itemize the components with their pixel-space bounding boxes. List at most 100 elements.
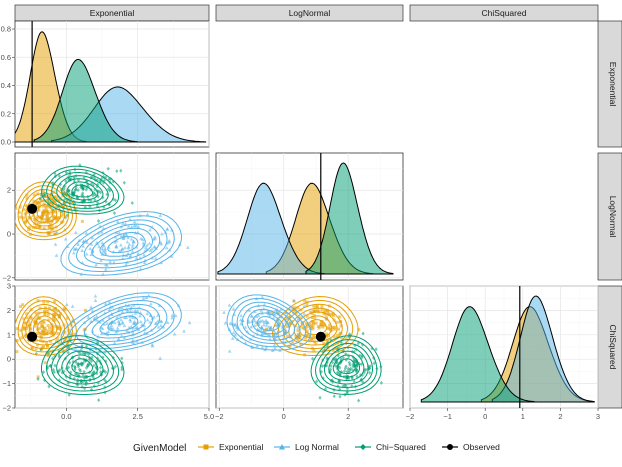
point-exponential <box>285 325 289 329</box>
density-layer <box>420 295 595 403</box>
point-exponential <box>62 338 66 342</box>
point-exponential <box>46 323 50 327</box>
contour-log-normal <box>236 301 301 345</box>
point-chi-squared <box>311 356 315 361</box>
point-log-normal <box>148 227 152 232</box>
point-exponential <box>291 341 295 345</box>
point-log-normal <box>103 267 108 271</box>
point-chi-squared <box>103 390 107 395</box>
point-log-normal <box>113 240 117 244</box>
point-log-normal <box>106 329 111 333</box>
point-log-normal <box>113 320 117 325</box>
contour-exponential <box>17 185 74 237</box>
point-log-normal <box>117 336 121 341</box>
contour-log-normal <box>107 236 139 254</box>
point-log-normal <box>79 347 83 351</box>
point-exponential <box>306 324 310 328</box>
point-exponential <box>48 339 52 343</box>
contour-chi-squared <box>314 339 378 392</box>
point-log-normal <box>149 301 153 306</box>
point-exponential <box>34 347 38 351</box>
point-log-normal <box>81 244 85 248</box>
contour-chi-squared <box>71 184 94 198</box>
point-chi-squared <box>360 342 365 347</box>
contour-exponential <box>21 303 70 349</box>
point-exponential <box>58 312 62 316</box>
point-log-normal <box>170 315 175 320</box>
panel-exponential-exponential <box>14 20 210 148</box>
point-log-normal <box>72 250 76 255</box>
point-chi-squared <box>36 376 40 381</box>
point-log-normal <box>136 251 141 256</box>
x-tick-label: 0.0 <box>61 412 71 421</box>
point-exponential <box>311 325 315 329</box>
point-chi-squared <box>66 188 70 193</box>
point-exponential <box>25 193 29 197</box>
point-log-normal <box>100 326 105 331</box>
point-log-normal <box>135 325 140 329</box>
contour-exponential <box>36 203 54 220</box>
point-exponential <box>292 306 296 310</box>
point-exponential <box>39 215 43 219</box>
point-exponential <box>52 209 56 213</box>
point-exponential <box>324 312 328 316</box>
point-exponential <box>319 324 323 328</box>
legend-item-exponential: Exponential <box>198 442 264 452</box>
point-exponential <box>305 303 309 307</box>
legend-key-diamond <box>360 444 366 450</box>
point-chi-squared <box>96 341 100 346</box>
point-log-normal <box>84 252 89 256</box>
point-exponential <box>36 192 40 196</box>
point-exponential <box>312 322 316 326</box>
point-chi-squared <box>347 360 351 365</box>
point-log-normal <box>142 260 147 265</box>
point-exponential <box>291 307 295 311</box>
point-log-normal <box>152 244 157 249</box>
point-chi-squared <box>130 201 134 206</box>
point-exponential <box>299 342 303 346</box>
point-log-normal <box>167 240 171 244</box>
contour-chi-squared <box>46 168 120 212</box>
point-exponential <box>47 225 51 229</box>
point-log-normal <box>253 323 257 327</box>
point-chi-squared <box>338 365 342 370</box>
point-log-normal <box>260 295 265 299</box>
point-chi-squared <box>63 215 67 220</box>
point-chi-squared <box>86 362 90 367</box>
point-chi-squared <box>41 370 46 375</box>
point-exponential <box>58 198 62 202</box>
point-log-normal <box>142 323 146 328</box>
point-log-normal <box>148 320 152 324</box>
point-chi-squared <box>338 379 342 384</box>
contour-log-normal <box>241 305 296 341</box>
legend-key-circle <box>447 444 453 450</box>
point-exponential <box>15 338 16 342</box>
strip-label: Exponential <box>90 8 135 18</box>
point-chi-squared <box>81 191 85 196</box>
point-chi-squared <box>379 380 384 385</box>
point-exponential <box>61 348 65 352</box>
point-log-normal <box>272 312 277 316</box>
point-exponential <box>25 196 29 200</box>
point-log-normal <box>123 221 128 226</box>
point-exponential <box>55 217 59 221</box>
point-chi-squared <box>77 373 81 378</box>
point-log-normal <box>231 330 236 335</box>
point-log-normal <box>265 309 270 314</box>
contour-log-normal <box>60 210 183 276</box>
point-chi-squared <box>75 372 79 377</box>
legend-label: Observed <box>463 442 500 452</box>
point-log-normal <box>172 332 177 336</box>
point-log-normal <box>76 242 80 246</box>
point-log-normal <box>124 233 129 238</box>
row-strip-exponential: Exponential <box>597 20 622 148</box>
point-exponential <box>51 324 55 328</box>
point-exponential <box>21 303 25 307</box>
point-exponential <box>53 318 57 322</box>
point-log-normal <box>159 319 164 323</box>
contour-exponential <box>36 319 54 335</box>
legend-label: Chi−Squared <box>376 442 426 452</box>
point-log-normal <box>100 246 105 251</box>
point-chi-squared <box>64 374 68 379</box>
